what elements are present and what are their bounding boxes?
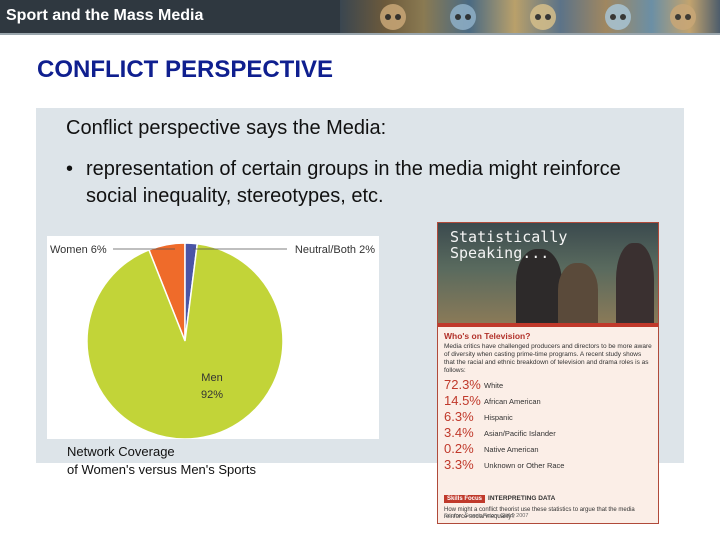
person-silhouette <box>558 263 598 323</box>
pie-label-women: Women 6% <box>50 244 107 256</box>
stat-label: Hispanic <box>484 413 513 422</box>
stat-row: 3.4% Asian/Pacific Islander <box>444 425 652 441</box>
bullet-marker: • <box>66 158 74 180</box>
tv-still-photo: Statistically Speaking... <box>438 223 658 323</box>
stat-percent: 72.3% <box>444 377 481 392</box>
stat-label: Native American <box>484 445 539 454</box>
stat-percent: 0.2% <box>444 441 474 456</box>
pie-label-neutral: Neutral/Both 2% <box>295 244 375 256</box>
header-title: Sport and the Mass Media <box>6 7 204 24</box>
stat-box: Who's on Television? Media critics have … <box>438 327 658 523</box>
stat-label: White <box>484 381 504 390</box>
face-image <box>605 4 631 30</box>
stat-title-line-1: Statistically <box>450 228 568 246</box>
skills-tag: Skills Focus <box>444 495 486 503</box>
pie-chart: Women 6% Neutral/Both 2% Men 92% <box>47 236 379 439</box>
stat-row: 6.3% Hispanic <box>444 409 652 425</box>
textbook-page-image: Statistically Speaking... Who's on Telev… <box>437 222 659 524</box>
caption-line-1: Network Coverage <box>67 444 175 459</box>
pie-chart-svg: Women 6% Neutral/Both 2% Men 92% <box>50 242 375 439</box>
skills-title: INTERPRETING DATA <box>488 495 556 502</box>
intro-text: Conflict perspective says the Media: <box>66 117 387 139</box>
stat-list: 72.3% White 14.5% African American 6.3% Hispa… <box>444 377 652 473</box>
stat-box-title: Who's on Television? <box>444 331 531 341</box>
stat-percent: 3.3% <box>444 457 474 472</box>
pie-label-men: Men <box>201 372 222 384</box>
skills-question: How might a conflict theorist use these … <box>444 507 635 520</box>
stat-label: African American <box>484 397 541 406</box>
person-silhouette <box>516 249 562 323</box>
source-note: Source: Screen Actors Guild, 2007 <box>444 513 529 519</box>
statistically-speaking-title: Statistically Speaking... <box>450 229 567 261</box>
person-silhouette <box>616 243 654 323</box>
chart-caption: Network Coverage of Women's versus Men's… <box>67 443 256 479</box>
caption-line-2: of Women's versus Men's Sports <box>67 462 256 477</box>
header-divider <box>0 33 720 35</box>
stat-row: 0.2% Native American <box>444 441 652 457</box>
red-divider <box>438 323 658 327</box>
stat-row: 3.3% Unknown or Other Race <box>444 457 652 473</box>
stat-percent: 14.5% <box>444 393 481 408</box>
slide-heading: CONFLICT PERSPECTIVE <box>37 56 334 83</box>
stat-percent: 3.4% <box>444 425 474 440</box>
stat-percent: 6.3% <box>444 409 474 424</box>
header-banner: Sport and the Mass Media <box>0 0 720 33</box>
face-image <box>670 4 696 30</box>
banner-collage-image <box>340 0 720 33</box>
face-image <box>450 4 476 30</box>
bullet-point: • representation of certain groups in th… <box>66 156 666 210</box>
stat-box-description: Media critics have challenged producers … <box>444 343 652 374</box>
pie-label-men-value: 92% <box>201 389 223 401</box>
stat-row: 72.3% White <box>444 377 652 393</box>
stat-title-line-2: Speaking... <box>450 244 550 262</box>
pie-slice-men <box>86 242 284 439</box>
stat-row: 14.5% African American <box>444 393 652 409</box>
face-image <box>530 4 556 30</box>
face-image <box>380 4 406 30</box>
stat-label: Asian/Pacific Islander <box>484 429 556 438</box>
skills-focus: Skills Focus INTERPRETING DATA How might … <box>444 487 652 521</box>
bullet-text: representation of certain groups in the … <box>86 158 621 207</box>
stat-label: Unknown or Other Race <box>484 461 565 470</box>
